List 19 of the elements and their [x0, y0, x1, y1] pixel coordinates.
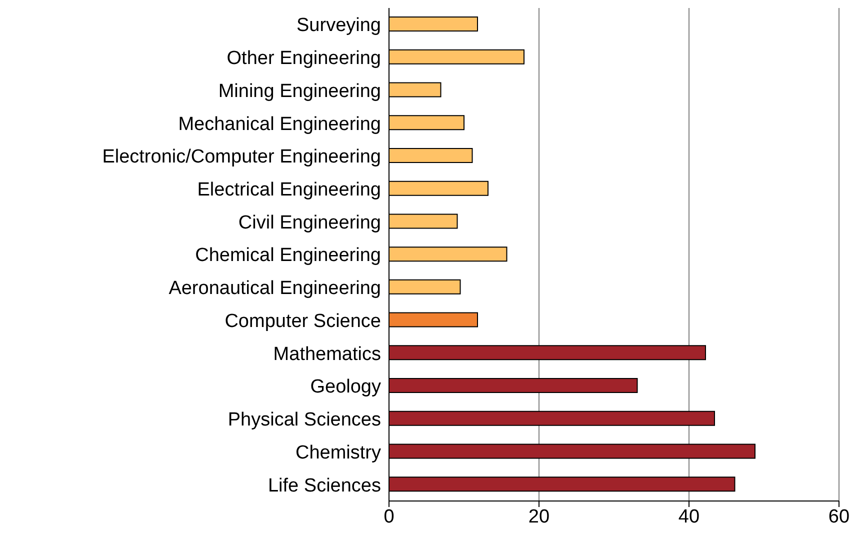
y-tick-label: Chemical Engineering — [195, 245, 381, 266]
y-tick-label: Civil Engineering — [238, 212, 381, 234]
x-tick-label: 60 — [828, 506, 850, 528]
y-tick-label: Geology — [310, 376, 382, 398]
y-tick-label: Physical Sciences — [228, 410, 381, 431]
y-tick-label: Mechanical Engineering — [178, 114, 381, 135]
y-tick-label: Other Engineering — [226, 48, 381, 70]
x-tick-label: 20 — [528, 506, 550, 528]
y-tick-label: Chemistry — [295, 442, 382, 464]
y-tick-label: Mining Engineering — [218, 80, 381, 102]
y-tick-label: Mathematics — [273, 344, 381, 365]
y-tick-label: Life Sciences — [268, 475, 381, 496]
y-tick-label: Electrical Engineering — [197, 180, 381, 201]
x-tick-label: 0 — [384, 506, 394, 528]
y-tick-label: Electronic/Computer Engineering — [102, 146, 381, 168]
y-tick-label: Aeronautical Engineering — [168, 278, 381, 300]
y-tick-label: Computer Science — [224, 310, 381, 332]
x-tick-label: 40 — [678, 506, 700, 528]
y-tick-label: Surveying — [296, 15, 381, 36]
